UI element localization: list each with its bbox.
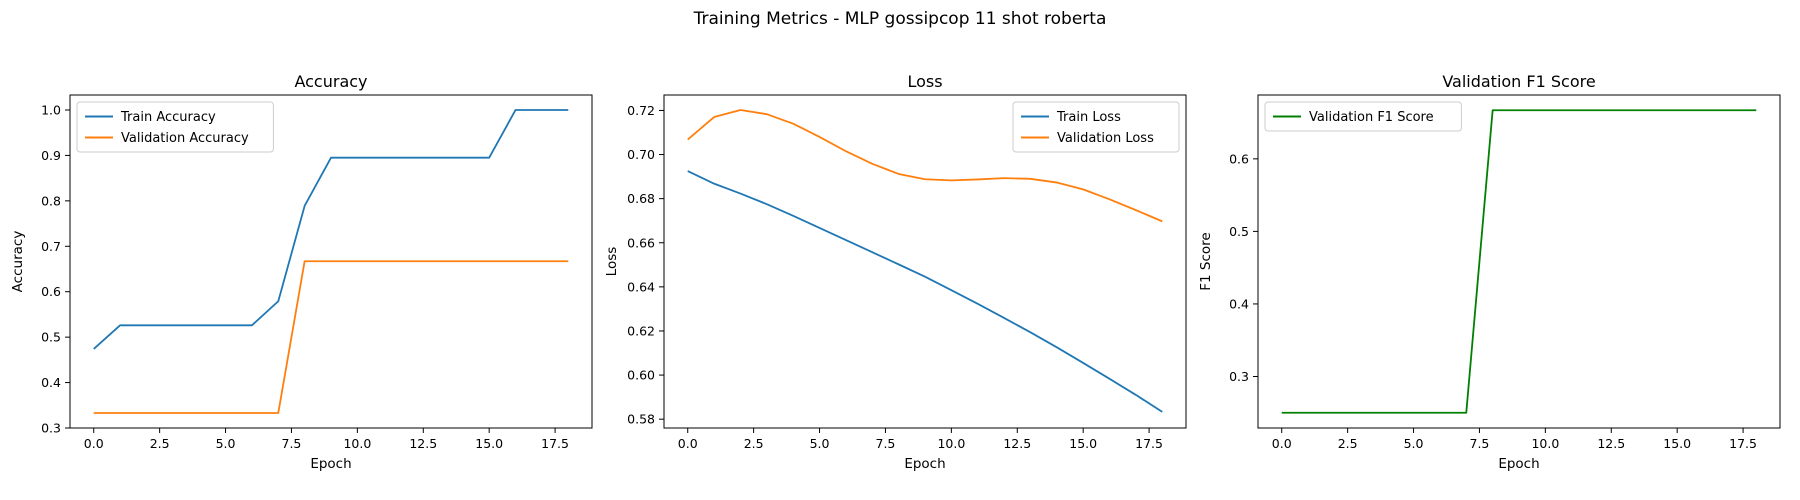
accuracy-title: Accuracy [294,72,367,91]
y-tick-label: 0.58 [627,412,655,427]
x-tick-label: 12.5 [1003,436,1031,451]
loss-x-axis-label: Epoch [904,456,945,472]
validation-f1-score-x-axis-label: Epoch [1498,456,1539,472]
y-tick-label: 0.6 [1229,151,1249,166]
x-tick-label: 15.0 [475,436,503,451]
series-line-validation-f1-score [1281,109,1757,414]
x-tick-label: 12.5 [1597,436,1625,451]
series-line-validation-accuracy [93,260,569,414]
legend-label: Validation F1 Score [1309,110,1434,125]
x-tick-label: 7.5 [876,436,896,451]
x-tick-label: 10.0 [937,436,965,451]
x-tick-label: 0.0 [1272,436,1292,451]
accuracy-y-axis-label: Accuracy [10,231,26,293]
legend-label: Train Loss [1056,110,1121,125]
legend-label: Validation Loss [1057,131,1154,146]
x-tick-label: 17.5 [1135,436,1163,451]
x-tick-label: 7.5 [1470,436,1490,451]
legend-box [1012,101,1180,153]
loss-chart: Loss 0.0 2.5 5.0 7.5 10.0 12.5 15.0 17.5 0.58 0.60… [604,72,1187,472]
y-tick-label: 0.62 [627,323,655,338]
series-line-train-accuracy [93,109,569,350]
x-tick-label: 0.0 [678,436,698,451]
x-tick-label: 15.0 [1663,436,1691,451]
figure-suptitle: Training Metrics - MLP gossipcop 11 shot… [693,9,1107,29]
y-tick-label: 0.4 [1229,296,1249,311]
y-tick-label: 0.66 [627,235,655,250]
accuracy-axes-frame [69,94,593,429]
loss-title: Loss [907,72,942,91]
x-tick-label: 2.5 [1338,436,1358,451]
y-tick-label: 0.64 [627,279,655,294]
y-tick-label: 0.6 [41,284,61,299]
series-line-train-loss [687,170,1163,413]
x-tick-label: 7.5 [282,436,302,451]
x-tick-label: 10.0 [1531,436,1559,451]
accuracy-chart: Accuracy 0.0 2.5 5.0 7.5 10.0 12.5 15.0 17.5 0.3 0… [10,72,593,472]
x-tick-label: 2.5 [150,436,170,451]
accuracy-legend: Train Accuracy Validation Accuracy [76,101,274,153]
y-tick-label: 0.3 [1229,369,1249,384]
y-tick-label: 0.68 [627,191,655,206]
x-tick-label: 0.0 [84,436,104,451]
legend-label: Train Accuracy [120,110,216,125]
legend-label: Validation Accuracy [121,131,249,146]
y-tick-label: 0.4 [41,375,61,390]
y-tick-label: 0.8 [41,193,61,208]
validation-f1-score-chart: Validation F1 Score 0.0 2.5 5.0 7.5 10.0 12.5 1… [1198,72,1781,472]
x-tick-label: 2.5 [744,436,764,451]
accuracy-x-axis-label: Epoch [310,456,351,472]
legend-box [1264,101,1462,132]
y-tick-label: 1.0 [41,102,61,117]
validation-f1-score-y-axis-label: F1 Score [1198,232,1214,290]
y-tick-label: 0.70 [627,147,655,162]
x-tick-label: 15.0 [1069,436,1097,451]
x-tick-label: 5.0 [810,436,830,451]
x-tick-label: 10.0 [343,436,371,451]
loss-axes-frame [663,94,1187,429]
y-tick-label: 0.9 [41,148,61,163]
validation-f1-score-axes-frame [1257,94,1781,429]
loss-y-axis-label: Loss [604,247,620,277]
y-tick-label: 0.72 [627,103,655,118]
legend-box [76,101,274,153]
x-tick-label: 17.5 [541,436,569,451]
validation-f1-score-legend: Validation F1 Score [1264,101,1462,132]
x-tick-label: 5.0 [216,436,236,451]
y-tick-label: 0.5 [1229,224,1249,239]
series-line-validation-loss [687,109,1163,223]
validation-f1-score-title: Validation F1 Score [1442,72,1595,91]
x-tick-label: 12.5 [409,436,437,451]
y-tick-label: 0.5 [41,330,61,345]
x-tick-label: 5.0 [1404,436,1424,451]
x-tick-label: 17.5 [1729,436,1757,451]
loss-legend: Train Loss Validation Loss [1012,101,1180,153]
y-tick-label: 0.60 [627,368,655,383]
y-tick-label: 0.3 [41,421,61,436]
y-tick-label: 0.7 [41,239,61,254]
